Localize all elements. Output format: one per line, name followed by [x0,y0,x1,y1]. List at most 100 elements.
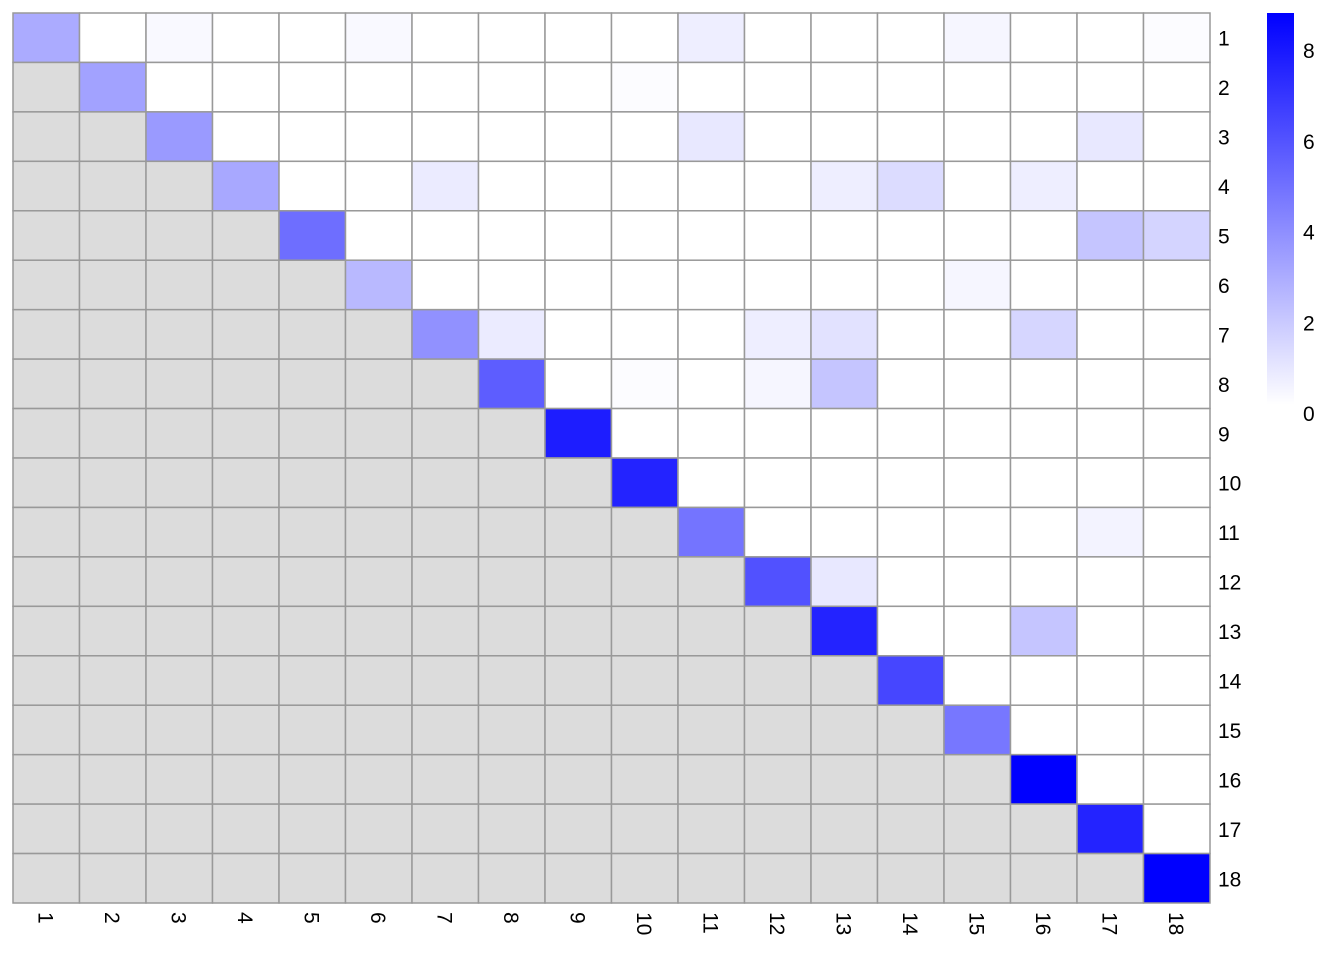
masked-cell [544,753,613,805]
masked-cell [344,753,413,805]
masked-cell [344,803,413,855]
column-label: 1 [33,912,56,924]
heatmap-cell [544,12,613,64]
masked-cell [78,852,147,904]
masked-cell [12,753,81,805]
masked-cell [344,457,413,509]
heatmap-cell [810,259,879,311]
masked-cell [344,605,413,657]
heatmap-cell [1142,308,1211,360]
heatmap-cell [1076,803,1145,855]
heatmap-cell [1142,457,1211,509]
column-label: 9 [565,912,588,924]
heatmap-cell [1009,358,1078,410]
heatmap-cell [876,506,945,558]
masked-cell [610,704,679,756]
heatmap-cell [610,407,679,459]
heatmap-cell [743,12,812,64]
heatmap-cell [610,308,679,360]
heatmap-cell [810,506,879,558]
heatmap-cell [810,61,879,113]
masked-cell [411,655,480,706]
masked-cell [211,407,280,459]
heatmap-cell [1076,556,1145,608]
masked-cell [145,457,214,509]
masked-cell [677,704,746,756]
heatmap-cell [677,111,746,163]
row-label: 13 [1218,621,1241,644]
heatmap-cell [876,556,945,608]
heatmap-cell [1142,655,1211,706]
masked-cell [1009,852,1078,904]
heatmap-cell [1009,407,1078,459]
heatmap-cell [1009,210,1078,261]
heatmap-cell [78,61,147,113]
heatmap-cell [943,12,1012,64]
heatmap-cell [278,61,347,113]
legend-tick-label: 4 [1303,222,1315,245]
heatmap-cell [876,61,945,113]
heatmap-cell [411,160,480,212]
masked-cell [145,605,214,657]
heatmap-cell [211,160,280,212]
masked-cell [743,704,812,756]
masked-cell [411,605,480,657]
heatmap-cell [876,111,945,163]
heatmap-cell [1076,210,1145,261]
legend-tick-label: 8 [1303,40,1315,63]
column-label: 6 [366,912,389,924]
heatmap-cell [1009,12,1078,64]
heatmap-cell [876,605,945,657]
heatmap-cell [810,358,879,410]
row-label: 9 [1218,423,1230,446]
masked-cell [278,803,347,855]
heatmap-cell [411,12,480,64]
heatmap-cell [943,704,1012,756]
masked-cell [78,704,147,756]
masked-cell [477,605,546,657]
heatmap-cell [544,61,613,113]
masked-cell [145,308,214,360]
heatmap-cell [1142,704,1211,756]
masked-cell [411,556,480,608]
row-label: 5 [1218,226,1230,249]
heatmap-cell [810,457,879,509]
masked-cell [610,753,679,805]
heatmap-cell [1009,655,1078,706]
masked-cell [810,655,879,706]
heatmap-cell [677,61,746,113]
masked-cell [278,605,347,657]
heatmap-cell [610,457,679,509]
heatmap-cell [876,210,945,261]
masked-cell [211,556,280,608]
heatmap-cell [1076,111,1145,163]
legend-tick-label: 0 [1303,403,1315,426]
heatmap-cell [876,12,945,64]
masked-cell [78,655,147,706]
masked-cell [278,358,347,410]
heatmap-cell [677,160,746,212]
heatmap-cell [12,12,81,64]
heatmap-cell [544,111,613,163]
heatmap-cell [1142,605,1211,657]
row-label: 17 [1218,819,1241,842]
heatmap-cell [1142,407,1211,459]
heatmap-cell [1009,704,1078,756]
masked-cell [743,655,812,706]
heatmap-cell [943,605,1012,657]
masked-cell [78,259,147,311]
heatmap-cell [943,160,1012,212]
masked-cell [278,704,347,756]
heatmap-cell [743,457,812,509]
heatmap-cell [1142,61,1211,113]
heatmap-cell [1142,358,1211,410]
heatmap-cell [743,506,812,558]
heatmap-cell [810,12,879,64]
heatmap-cells [12,12,1211,904]
heatmap-cell [344,12,413,64]
masked-cell [1009,803,1078,855]
masked-cell [344,852,413,904]
column-label: 15 [964,912,987,935]
masked-cell [278,407,347,459]
